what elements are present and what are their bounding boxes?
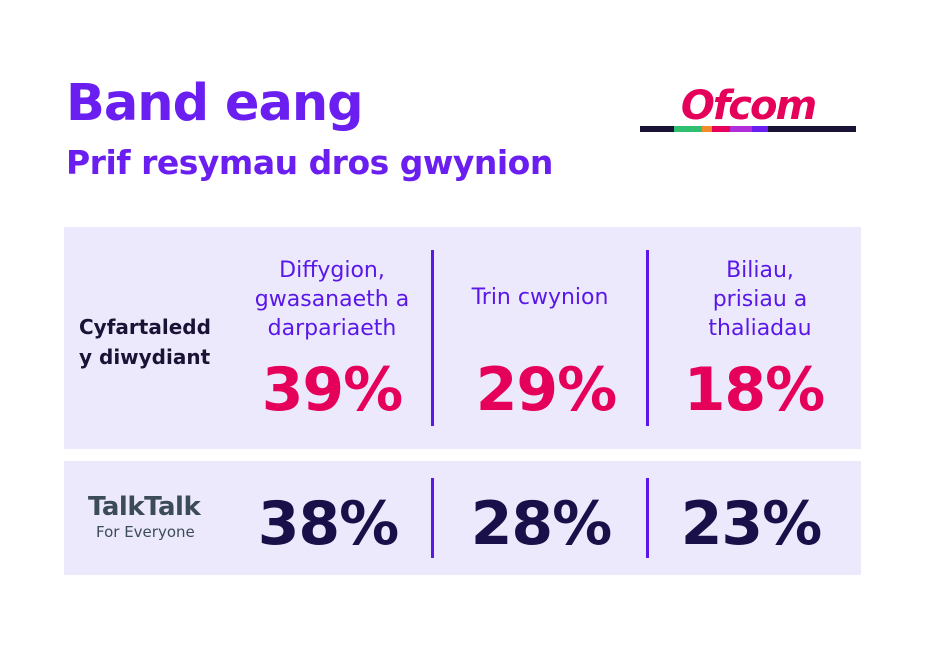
- category-header-line: Biliau,: [726, 258, 794, 283]
- logo-stripe: [712, 126, 730, 132]
- talktalk-tagline: For Everyone: [96, 523, 195, 541]
- page-title: Band eang: [66, 74, 364, 133]
- industry-value-billing: 18%: [683, 355, 826, 425]
- logo-stripe: [768, 126, 856, 132]
- category-header-line: thaliadau: [708, 316, 812, 341]
- industry-average-label-line: y diwydiant: [79, 345, 211, 369]
- industry-value-complaints-handling: 29%: [475, 355, 618, 425]
- category-header-line: gwasanaeth a: [254, 287, 410, 312]
- category-header-faults: Diffygion, gwasanaeth a darpariaeth: [232, 256, 432, 343]
- logo-stripe: [730, 126, 752, 132]
- industry-value-faults: 39%: [261, 355, 404, 425]
- talktalk-value-faults: 38%: [257, 489, 400, 559]
- industry-average-panel: [64, 227, 861, 449]
- talktalk-value-complaints-handling: 28%: [470, 489, 613, 559]
- category-header-line: Diffygion,: [279, 258, 385, 283]
- talktalk-logo-text: TalkTalk: [88, 492, 201, 522]
- industry-average-label-line: Cyfartaledd: [79, 315, 211, 339]
- talktalk-panel: [64, 461, 861, 575]
- column-divider: [431, 478, 434, 558]
- logo-stripe: [752, 126, 768, 132]
- column-divider: [646, 478, 649, 558]
- logo-stripe: [702, 126, 712, 132]
- category-header-billing: Biliau, prisiau a thaliadau: [660, 256, 860, 343]
- category-header-line: Trin cwynion: [471, 285, 609, 310]
- talktalk-value-billing: 23%: [680, 489, 823, 559]
- industry-average-label: Cyfartaledd y diwydiant: [79, 312, 211, 372]
- ofcom-logo-text: Ofcom: [680, 83, 817, 129]
- category-header-complaints-handling: Trin cwynion: [440, 283, 640, 312]
- column-divider: [431, 250, 434, 426]
- column-divider: [646, 250, 649, 426]
- ofcom-logo: Ofcom: [640, 86, 856, 136]
- category-header-line: prisiau a: [712, 287, 808, 312]
- logo-stripe: [640, 126, 674, 132]
- category-header-line: darpariaeth: [267, 316, 397, 341]
- logo-stripe: [674, 126, 702, 132]
- page-subtitle: Prif resymau dros gwynion: [66, 143, 553, 182]
